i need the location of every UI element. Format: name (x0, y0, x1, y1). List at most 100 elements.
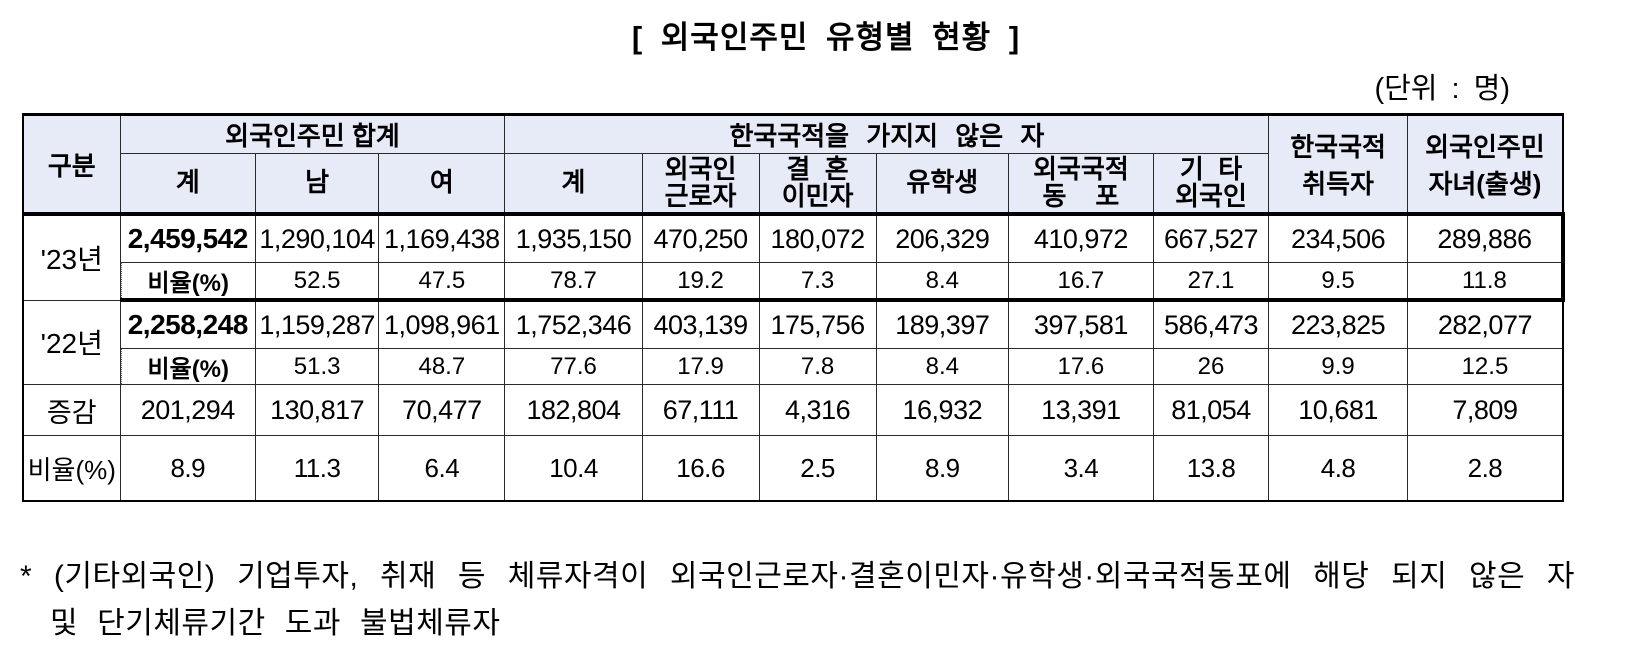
value-cell: 1,290,104 (255, 212, 380, 263)
row-change-ratio-label: 비율(%) (22, 435, 121, 502)
header-marriage-line2: 이민자 (781, 181, 854, 211)
header-worker: 외국인 근로자 (641, 153, 760, 215)
header-female: 여 (378, 153, 506, 215)
ratio-cell: 11.8 (1406, 262, 1565, 302)
header-other-line2: 외국인 (1175, 181, 1247, 211)
value-cell: 67,111 (641, 384, 760, 436)
header-naturalized: 한국국적 취득자 (1268, 114, 1408, 215)
value-cell: 1,752,346 (504, 299, 643, 349)
header-male: 남 (255, 153, 380, 215)
header-marriage-line1: 결 혼 (786, 153, 849, 184)
value-cell: 397,581 (1008, 299, 1154, 349)
header-worker-line2: 근로자 (664, 181, 737, 211)
row-2023-values: '23년 2,459,542 1,290,104 1,169,438 1,935… (22, 212, 1565, 301)
ratio-cell: 51.3 (255, 348, 380, 385)
ratio-cell: 12.5 (1406, 348, 1564, 385)
header-naturalized-line1: 한국국적 (1290, 132, 1386, 162)
ratio-cell: 17.9 (641, 348, 760, 385)
value-cell: 410,972 (1008, 212, 1154, 263)
ratio-cell: 7.8 (758, 348, 877, 385)
header-group-foreign-total: 외국인주민 합계 (119, 114, 506, 154)
header-gubun: 구분 (22, 114, 121, 215)
row-2022-values: '22년 2,258,248 1,159,287 1,098,961 1,752… (22, 299, 1564, 385)
header-compatriot-line2: 동 포 (1042, 181, 1120, 211)
header-row-columns: 계 남 여 계 외국인 근로자 결 혼 이민자 유학생 외국국적 동 포 (23, 153, 1563, 215)
ratio-label: 비율(%) (119, 262, 257, 302)
foreign-residents-table: 구분 외국인주민 합계 한국국적을 가지지 않은 자 한국국적 취득자 외국인주… (22, 113, 1565, 502)
header-group-non-korean: 한국국적을 가지지 않은 자 (504, 114, 1270, 154)
ratio-cell: 19.2 (641, 262, 760, 302)
header-other: 기 타 외국인 (1152, 153, 1270, 215)
value-cell: 189,397 (875, 299, 1010, 349)
header-compatriot-line1: 외국국적 (1033, 153, 1129, 184)
header-total2: 계 (504, 153, 643, 215)
value-cell: 3.4 (1008, 435, 1154, 502)
unit-label: (단위 : 명) (1374, 73, 1510, 105)
ratio-cell: 27.1 (1152, 262, 1270, 302)
ratio-cell: 9.5 (1268, 262, 1408, 302)
ratio-cell: 48.7 (378, 348, 506, 385)
row-change-label: 증감 (22, 384, 121, 436)
value-cell: 16,932 (875, 384, 1010, 436)
value-cell: 70,477 (378, 384, 506, 436)
header-total1: 계 (119, 153, 257, 215)
value-cell: 10,681 (1268, 384, 1408, 436)
value-cell: 586,473 (1152, 299, 1270, 349)
value-cell: 206,329 (875, 212, 1010, 263)
value-cell: 10.4 (504, 435, 643, 502)
header-row-groups: 구분 외국인주민 합계 한국국적을 가지지 않은 자 한국국적 취득자 외국인주… (22, 114, 1564, 215)
value-cell: 2.8 (1406, 435, 1564, 502)
value-cell: 2,258,248 (119, 299, 257, 349)
header-marriage: 결 혼 이민자 (758, 153, 877, 215)
dotted-divider (121, 349, 122, 384)
value-cell: 16.6 (641, 435, 760, 502)
value-cell: 81,054 (1152, 384, 1270, 436)
row-2022-label: '22년 (22, 299, 121, 385)
ratio-cell: 47.5 (378, 262, 506, 302)
value-cell: 1,098,961 (378, 299, 506, 349)
ratio-cell: 9.9 (1268, 348, 1408, 385)
value-cell: 289,886 (1406, 212, 1565, 263)
value-cell: 182,804 (504, 384, 643, 436)
value-cell: 2.5 (758, 435, 877, 502)
value-cell: 180,072 (758, 212, 877, 263)
footnote: * (기타외국인) 기업투자, 취재 등 체류자격이 외국인근로자·결혼이민자·… (20, 560, 1575, 640)
value-cell: 7,809 (1406, 384, 1564, 436)
value-cell: 4.8 (1268, 435, 1408, 502)
page-title: [ 외국인주민 유형별 현황 ] (631, 20, 1021, 55)
row-change-ratio: 비율(%) 8.9 11.3 6.4 10.4 16.6 2.5 8.9 3.4… (22, 435, 1564, 502)
value-cell: 201,294 (119, 384, 257, 436)
value-cell: 667,527 (1152, 212, 1270, 263)
ratio-label-text: 비율(%) (147, 356, 230, 383)
ratio-cell: 7.3 (758, 262, 877, 302)
header-children-line2: 자녀(출생) (1428, 169, 1542, 199)
dotted-divider (121, 263, 122, 297)
header-compatriot: 외국국적 동 포 (1008, 153, 1154, 215)
header-worker-line1: 외국인 (664, 153, 737, 184)
ratio-cell: 8.4 (875, 348, 1010, 385)
ratio-cell: 17.6 (1008, 348, 1154, 385)
value-cell: 13,391 (1008, 384, 1154, 436)
header-children-line1: 외국인주민 (1425, 132, 1545, 162)
value-cell: 130,817 (255, 384, 380, 436)
value-cell: 282,077 (1406, 299, 1564, 349)
ratio-cell: 16.7 (1008, 262, 1154, 302)
ratio-cell: 52.5 (255, 262, 380, 302)
value-cell: 13.8 (1152, 435, 1270, 502)
value-cell: 4,316 (758, 384, 877, 436)
row-2023-label: '23년 (22, 212, 121, 301)
value-cell: 1,159,287 (255, 299, 380, 349)
value-cell: 2,459,542 (119, 212, 257, 263)
header-children: 외국인주민 자녀(출생) (1406, 114, 1564, 215)
value-cell: 403,139 (641, 299, 760, 349)
value-cell: 6.4 (378, 435, 506, 502)
row-2022-ratios: 비율(%) 51.3 48.7 77.6 17.9 7.8 8.4 17.6 2… (23, 348, 1564, 385)
row-2023-ratios: 비율(%) 52.5 47.5 78.7 19.2 7.3 8.4 16.7 2… (23, 262, 1565, 302)
header-other-line1: 기 타 (1179, 153, 1243, 184)
ratio-cell: 26 (1152, 348, 1270, 385)
value-cell: 234,506 (1268, 212, 1408, 263)
header-student: 유학생 (875, 153, 1010, 215)
value-cell: 223,825 (1268, 299, 1408, 349)
row-change: 증감 201,294 130,817 70,477 182,804 67,111… (22, 384, 1564, 436)
value-cell: 8.9 (875, 435, 1010, 502)
